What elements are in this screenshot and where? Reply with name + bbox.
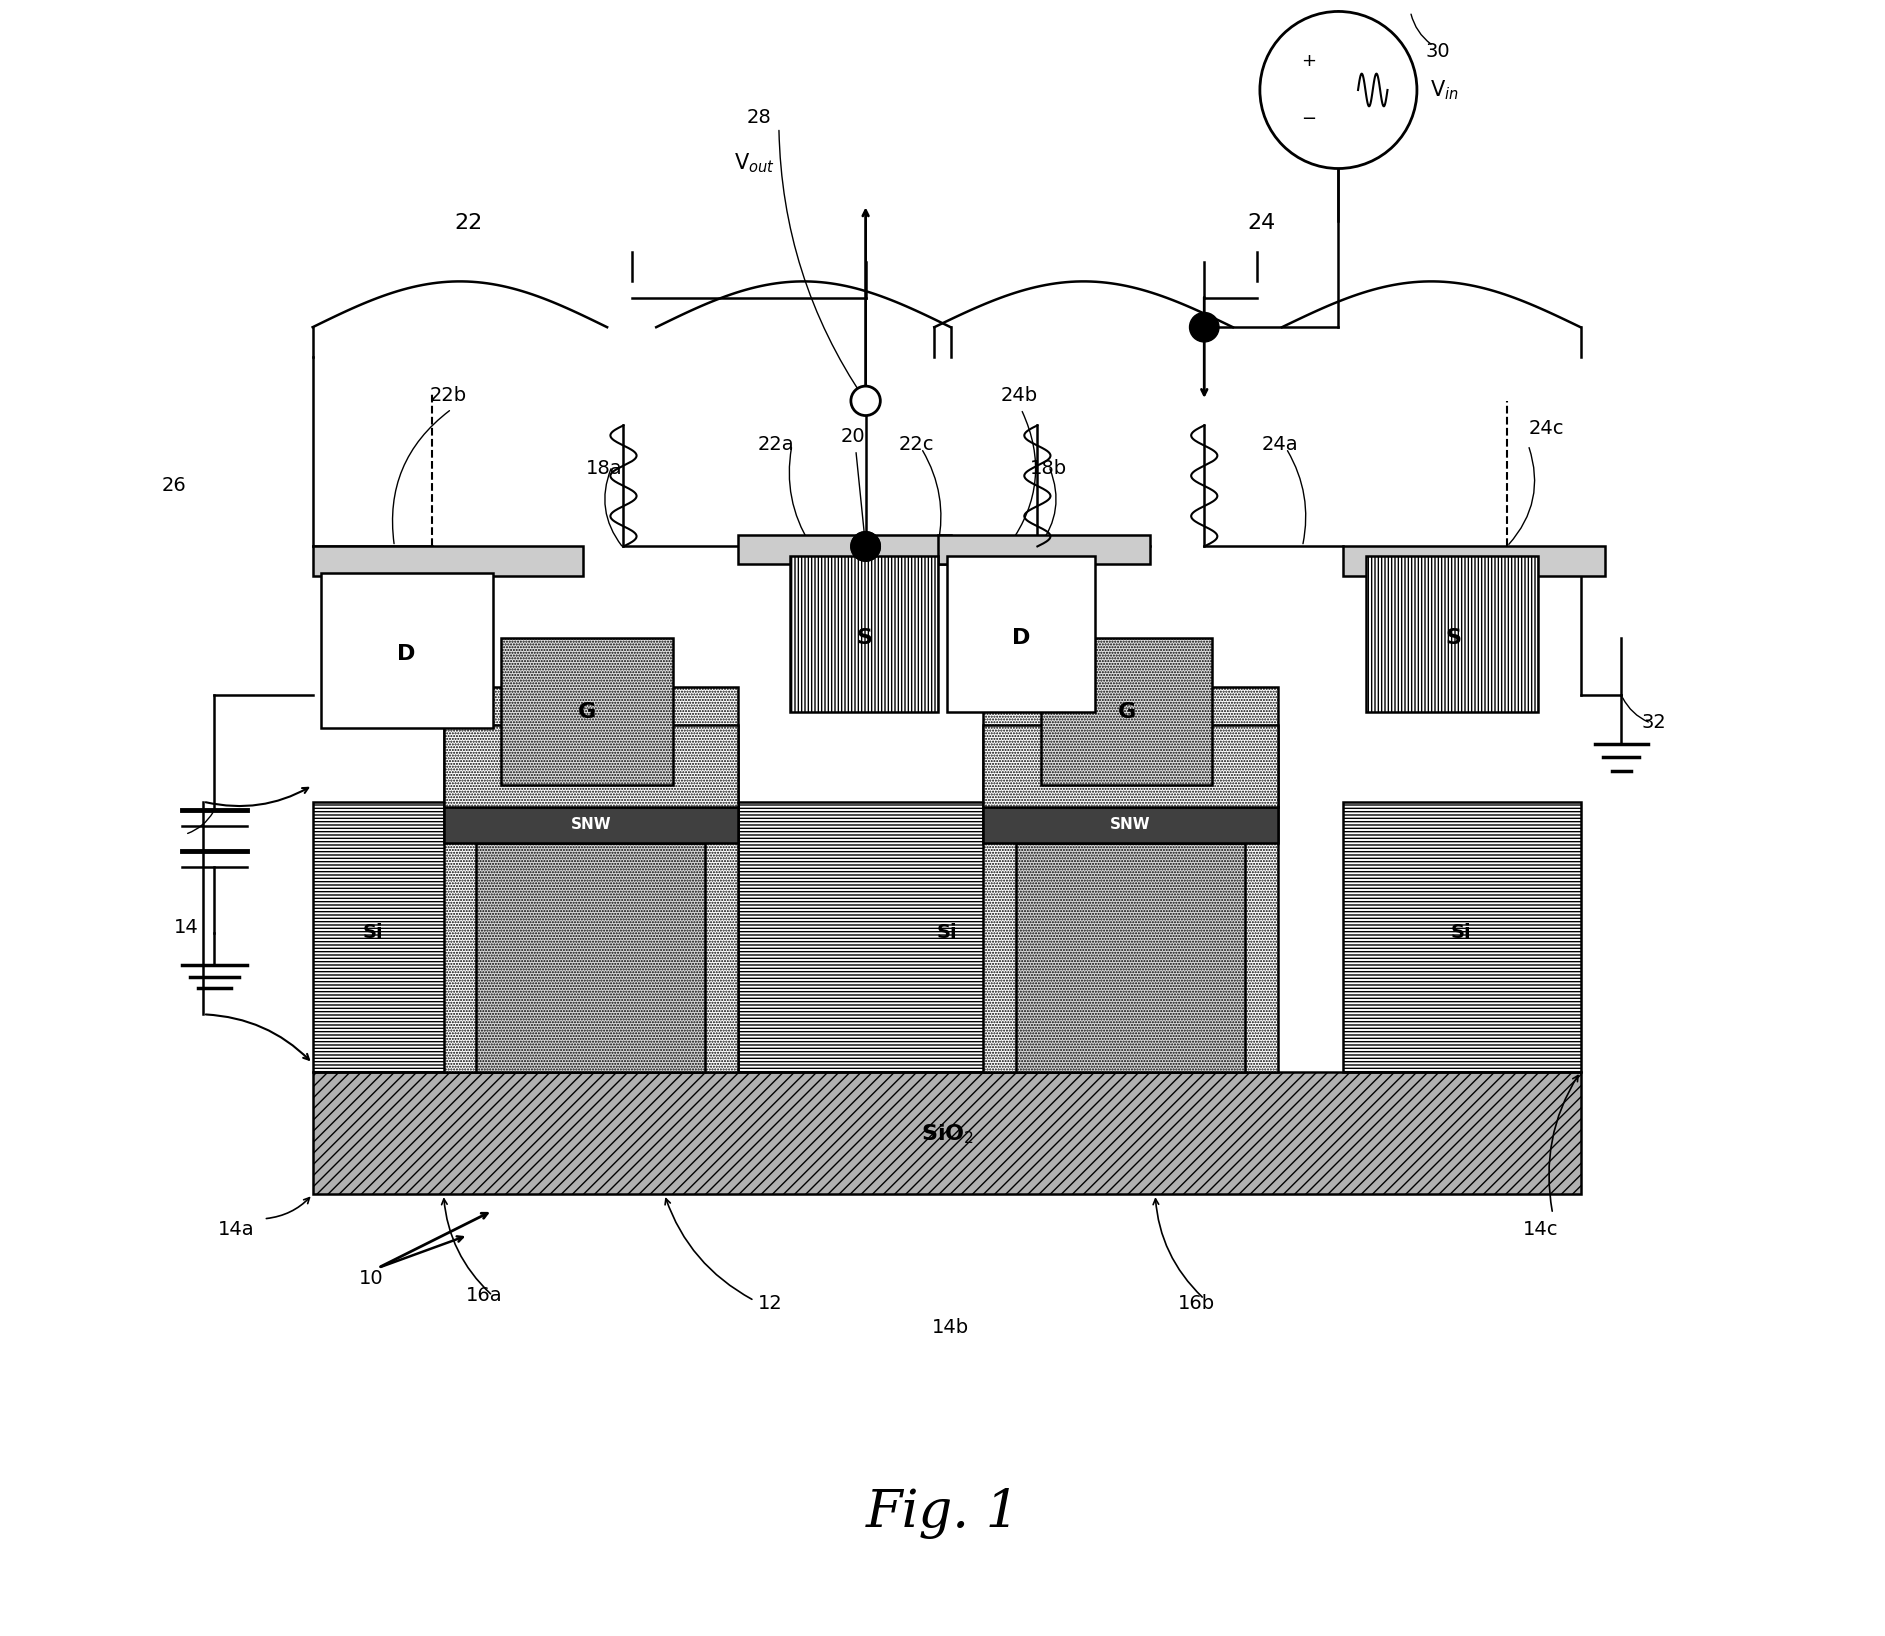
- Circle shape: [1189, 312, 1220, 342]
- Text: 24: 24: [1248, 213, 1276, 232]
- Bar: [984, 725, 1278, 807]
- Text: V$_{out}$: V$_{out}$: [733, 152, 775, 175]
- Circle shape: [850, 386, 880, 416]
- Bar: [1367, 556, 1538, 712]
- Text: 20: 20: [841, 427, 865, 445]
- Bar: [790, 556, 937, 712]
- Text: G: G: [579, 702, 598, 721]
- Text: Fig. 1: Fig. 1: [865, 1487, 1020, 1539]
- Text: +: +: [1301, 51, 1316, 70]
- Text: 28: 28: [746, 108, 771, 126]
- Bar: [320, 573, 492, 728]
- Bar: [984, 687, 1278, 1072]
- Circle shape: [850, 532, 880, 561]
- Text: 14c: 14c: [1523, 1220, 1559, 1238]
- Text: 14a: 14a: [217, 1220, 254, 1238]
- Text: V$_{in}$: V$_{in}$: [1431, 79, 1459, 101]
- Text: 12: 12: [758, 1294, 782, 1312]
- Text: S: S: [856, 628, 873, 648]
- Text: S: S: [1446, 628, 1461, 648]
- Text: 26: 26: [162, 476, 187, 494]
- Text: 24a: 24a: [1261, 435, 1299, 453]
- Text: 14: 14: [173, 918, 200, 936]
- Circle shape: [850, 532, 880, 561]
- Bar: [313, 802, 533, 1072]
- Text: D: D: [1012, 628, 1031, 648]
- Text: SNW: SNW: [1110, 816, 1152, 833]
- Bar: [984, 807, 1278, 843]
- Bar: [313, 546, 582, 576]
- Text: 16a: 16a: [466, 1286, 503, 1304]
- Bar: [1344, 802, 1580, 1072]
- Text: 14b: 14b: [931, 1319, 969, 1337]
- Bar: [739, 535, 950, 564]
- Text: 24b: 24b: [1001, 386, 1039, 404]
- Text: Si: Si: [1451, 923, 1472, 942]
- Bar: [443, 687, 739, 1072]
- Text: 22b: 22b: [430, 386, 467, 404]
- Bar: [948, 556, 1095, 712]
- Text: 16b: 16b: [1178, 1294, 1214, 1312]
- Text: SiO$_2$: SiO$_2$: [922, 1122, 975, 1145]
- Bar: [477, 843, 705, 1072]
- Bar: [1016, 843, 1246, 1072]
- Bar: [1041, 638, 1212, 785]
- Text: D: D: [396, 645, 415, 664]
- Bar: [1344, 546, 1606, 576]
- Text: 30: 30: [1425, 43, 1451, 61]
- Text: 32: 32: [1642, 713, 1666, 731]
- Circle shape: [1259, 11, 1418, 169]
- Text: 18b: 18b: [1031, 460, 1067, 478]
- Text: 10: 10: [358, 1270, 383, 1288]
- Bar: [739, 802, 1156, 1072]
- Bar: [313, 1072, 1580, 1194]
- Text: 24c: 24c: [1529, 419, 1565, 437]
- Bar: [501, 638, 673, 785]
- Text: −: −: [1301, 110, 1316, 129]
- Text: G: G: [1118, 702, 1137, 721]
- Text: 22c: 22c: [899, 435, 935, 453]
- Text: Si: Si: [937, 923, 958, 942]
- Text: 18a: 18a: [586, 460, 622, 478]
- Text: 22a: 22a: [758, 435, 794, 453]
- Text: 22: 22: [454, 213, 483, 232]
- Text: SNW: SNW: [571, 816, 611, 833]
- Bar: [937, 535, 1150, 564]
- Bar: [443, 807, 739, 843]
- Bar: [443, 725, 739, 807]
- Text: Si: Si: [362, 923, 383, 942]
